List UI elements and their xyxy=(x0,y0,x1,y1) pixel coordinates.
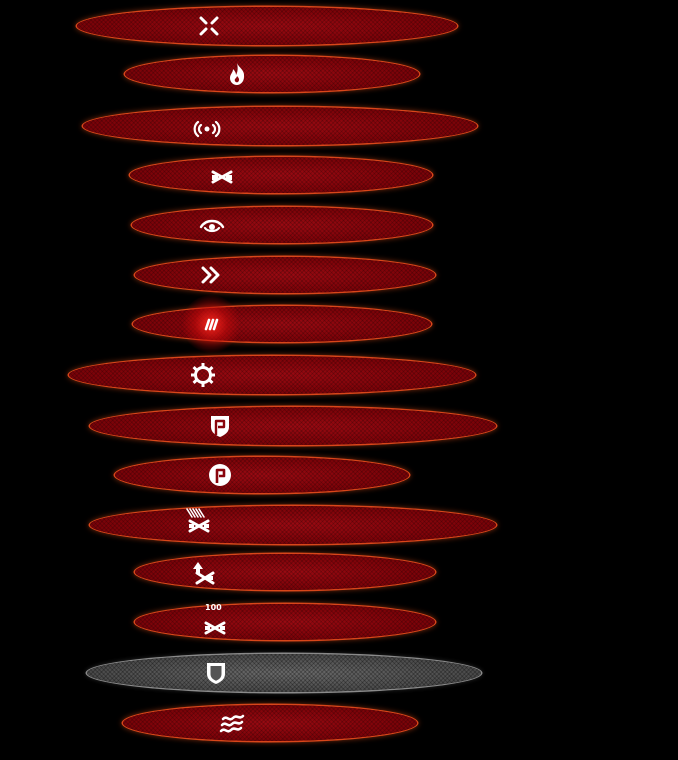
bar-crossed-weapons[interactable] xyxy=(130,157,432,193)
weapons-count-icon: 100 xyxy=(200,603,230,639)
bar-close[interactable] xyxy=(77,7,457,45)
weapons-count-label: 100 xyxy=(205,603,222,612)
shield-flag-icon xyxy=(205,411,235,441)
bar-claw[interactable] xyxy=(133,306,431,342)
signal-waves-icon xyxy=(192,111,222,141)
close-x-icon xyxy=(194,11,224,41)
gear-icon xyxy=(188,360,218,390)
eye-icon xyxy=(197,210,227,240)
crossed-weapons-icon xyxy=(207,160,237,190)
bar-fast-forward[interactable] xyxy=(135,257,435,293)
bar-weapons-100[interactable] xyxy=(135,604,435,640)
bar-heat-waves[interactable] xyxy=(123,705,417,741)
shield-icon xyxy=(201,658,231,688)
bar-shield-flag[interactable] xyxy=(90,407,496,445)
weapons-ammo-icon xyxy=(182,505,212,535)
bar-weapons-upgrade[interactable] xyxy=(135,554,435,590)
flame-icon xyxy=(222,59,252,89)
bar-eye[interactable] xyxy=(132,207,432,243)
bar-circle-flag[interactable] xyxy=(115,457,409,493)
claw-slash-icon xyxy=(196,309,226,339)
circle-flag-icon xyxy=(205,460,235,490)
bar-gear[interactable] xyxy=(69,356,475,394)
heat-waves-icon xyxy=(217,708,247,738)
bar-fire[interactable] xyxy=(125,56,419,92)
weapons-upgrade-icon xyxy=(187,557,217,587)
bar-weapons-ammo[interactable] xyxy=(90,506,496,544)
bar-signal[interactable] xyxy=(83,107,477,145)
bar-shield-disabled xyxy=(87,654,481,692)
double-chevron-icon xyxy=(196,260,226,290)
